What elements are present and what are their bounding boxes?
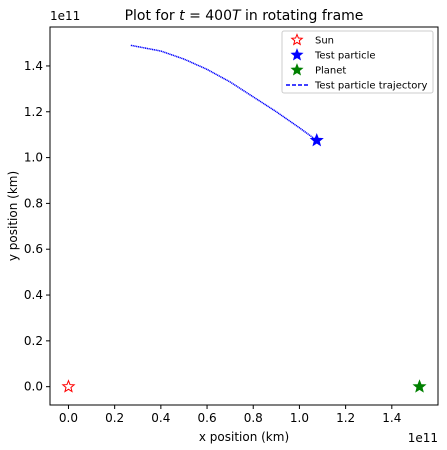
y-tick-label: 0.4	[24, 288, 43, 302]
x-offset-label: 1e11	[408, 431, 438, 445]
y-axis-ticks: 0.0 0.2 0.4 0.6 0.8 1.0 1.2 1.4	[24, 59, 50, 394]
legend: Sun Test particle Planet Test particle traj…	[281, 30, 434, 94]
sun-marker	[61, 379, 76, 393]
y-axis-label: y position (km)	[6, 171, 20, 261]
legend-box	[281, 30, 434, 94]
x-tick-label: 0.8	[244, 411, 263, 425]
y-tick-label: 1.0	[24, 151, 43, 165]
legend-swatch-sun	[290, 33, 304, 46]
y-tick-label: 0.6	[24, 242, 43, 256]
legend-swatch-planet	[290, 63, 304, 76]
y-tick-label: 0.8	[24, 196, 43, 210]
x-tick-label: 1.0	[290, 411, 309, 425]
legend-label: Planet	[315, 66, 346, 77]
y-tick-label: 0.0	[24, 380, 43, 394]
y-tick-label: 0.2	[24, 334, 43, 348]
y-offset-label: 1e11	[50, 9, 80, 23]
x-tick-label: 0.2	[105, 411, 124, 425]
x-tick-label: 1.2	[336, 411, 355, 425]
y-tick-label: 1.4	[24, 59, 43, 73]
x-tick-label: 0.6	[198, 411, 217, 425]
x-tick-label: 0.0	[59, 411, 78, 425]
chart-title: Plot for t = 400T in rotating frame	[125, 8, 364, 24]
x-tick-label: 1.4	[382, 411, 401, 425]
y-tick-label: 1.2	[24, 105, 43, 119]
legend-swatch-test-particle	[290, 48, 304, 61]
legend-label: Test particle	[314, 51, 376, 62]
legend-label: Test particle trajectory	[314, 81, 428, 92]
test-particle-marker	[309, 133, 324, 147]
series-layer	[61, 44, 427, 393]
x-tick-label: 0.4	[151, 411, 170, 425]
trajectory-line	[130, 44, 318, 142]
x-axis-ticks: 0.0 0.2 0.4 0.6 0.8 1.0 1.2 1.4	[59, 405, 401, 425]
x-axis-label: x position (km)	[199, 430, 289, 444]
legend-label: Sun	[315, 36, 334, 47]
planet-marker	[412, 379, 427, 393]
